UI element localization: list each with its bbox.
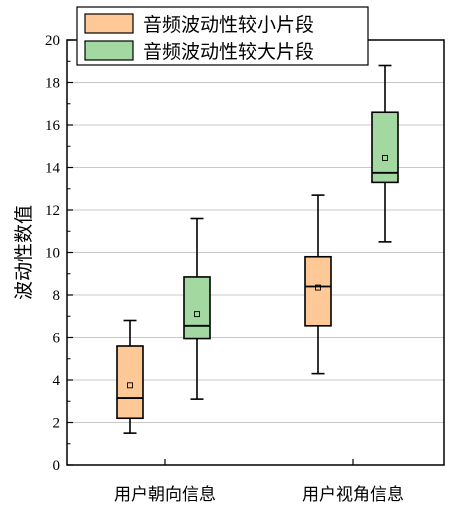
y-tick-label-18: 18	[45, 76, 60, 92]
y-tick-label-12: 12	[45, 203, 60, 219]
y-tick-label-4: 4	[53, 373, 61, 389]
box-body	[183, 276, 211, 340]
box-1-1	[371, 64, 399, 243]
y-tick-label-2: 2	[53, 416, 61, 432]
y-tick-label-14: 14	[45, 161, 61, 177]
y-tick-label-20: 20	[45, 33, 60, 49]
box-1-0	[183, 217, 211, 400]
x-category-label: 用户朝向信息	[114, 485, 216, 505]
y-tick-label-10: 10	[45, 246, 60, 262]
legend-swatch-1	[84, 40, 134, 61]
legend-label-0: 音频波动性较小片段	[143, 14, 314, 36]
x-axis-categories: 用户朝向信息 用户视角信息	[114, 459, 404, 505]
box-0-1	[304, 194, 332, 375]
y-axis-ticks: 0 2 4 6 8 10 12 14 16 18 20	[45, 33, 73, 474]
legend-swatch-0	[84, 13, 134, 34]
y-tick-label-8: 8	[53, 288, 61, 304]
mean-marker	[382, 154, 388, 161]
y-tick-label-6: 6	[53, 331, 61, 347]
legend-label-1: 音频波动性较大片段	[143, 41, 314, 63]
y-tick-label-16: 16	[45, 118, 61, 134]
box-body	[116, 345, 144, 420]
mean-marker	[315, 284, 321, 291]
y-axis-title: 波动性数值	[13, 205, 35, 300]
mean-marker	[194, 311, 200, 318]
box-body	[371, 111, 399, 184]
mean-marker	[127, 382, 133, 389]
box-series	[116, 64, 399, 434]
box-0-0	[116, 319, 144, 434]
y-tick-label-0: 0	[53, 458, 61, 474]
box-body	[304, 255, 332, 327]
x-category-label: 用户视角信息	[302, 485, 404, 505]
